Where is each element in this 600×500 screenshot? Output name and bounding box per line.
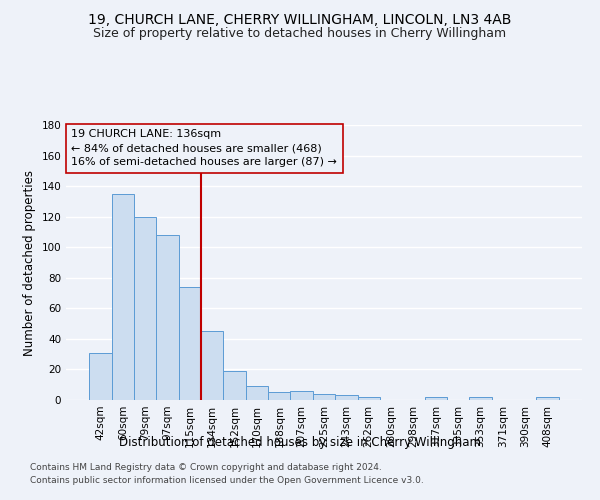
Text: Contains public sector information licensed under the Open Government Licence v3: Contains public sector information licen…: [30, 476, 424, 485]
Bar: [201, 331, 223, 400]
Bar: [268, 392, 290, 400]
Text: Size of property relative to detached houses in Cherry Willingham: Size of property relative to detached ho…: [94, 28, 506, 40]
Bar: [246, 386, 268, 400]
Bar: [157, 235, 179, 400]
Bar: [112, 194, 134, 400]
Bar: [358, 397, 380, 400]
Bar: [179, 287, 201, 400]
Bar: [536, 397, 559, 400]
Text: Contains HM Land Registry data © Crown copyright and database right 2024.: Contains HM Land Registry data © Crown c…: [30, 464, 382, 472]
Bar: [335, 396, 358, 400]
Bar: [425, 397, 447, 400]
Bar: [89, 352, 112, 400]
Y-axis label: Number of detached properties: Number of detached properties: [23, 170, 36, 356]
Bar: [313, 394, 335, 400]
Text: 19 CHURCH LANE: 136sqm
← 84% of detached houses are smaller (468)
16% of semi-de: 19 CHURCH LANE: 136sqm ← 84% of detached…: [71, 129, 337, 167]
Bar: [223, 371, 246, 400]
Bar: [290, 391, 313, 400]
Text: 19, CHURCH LANE, CHERRY WILLINGHAM, LINCOLN, LN3 4AB: 19, CHURCH LANE, CHERRY WILLINGHAM, LINC…: [88, 12, 512, 26]
Text: Distribution of detached houses by size in Cherry Willingham: Distribution of detached houses by size …: [119, 436, 481, 449]
Bar: [469, 397, 491, 400]
Bar: [134, 216, 157, 400]
